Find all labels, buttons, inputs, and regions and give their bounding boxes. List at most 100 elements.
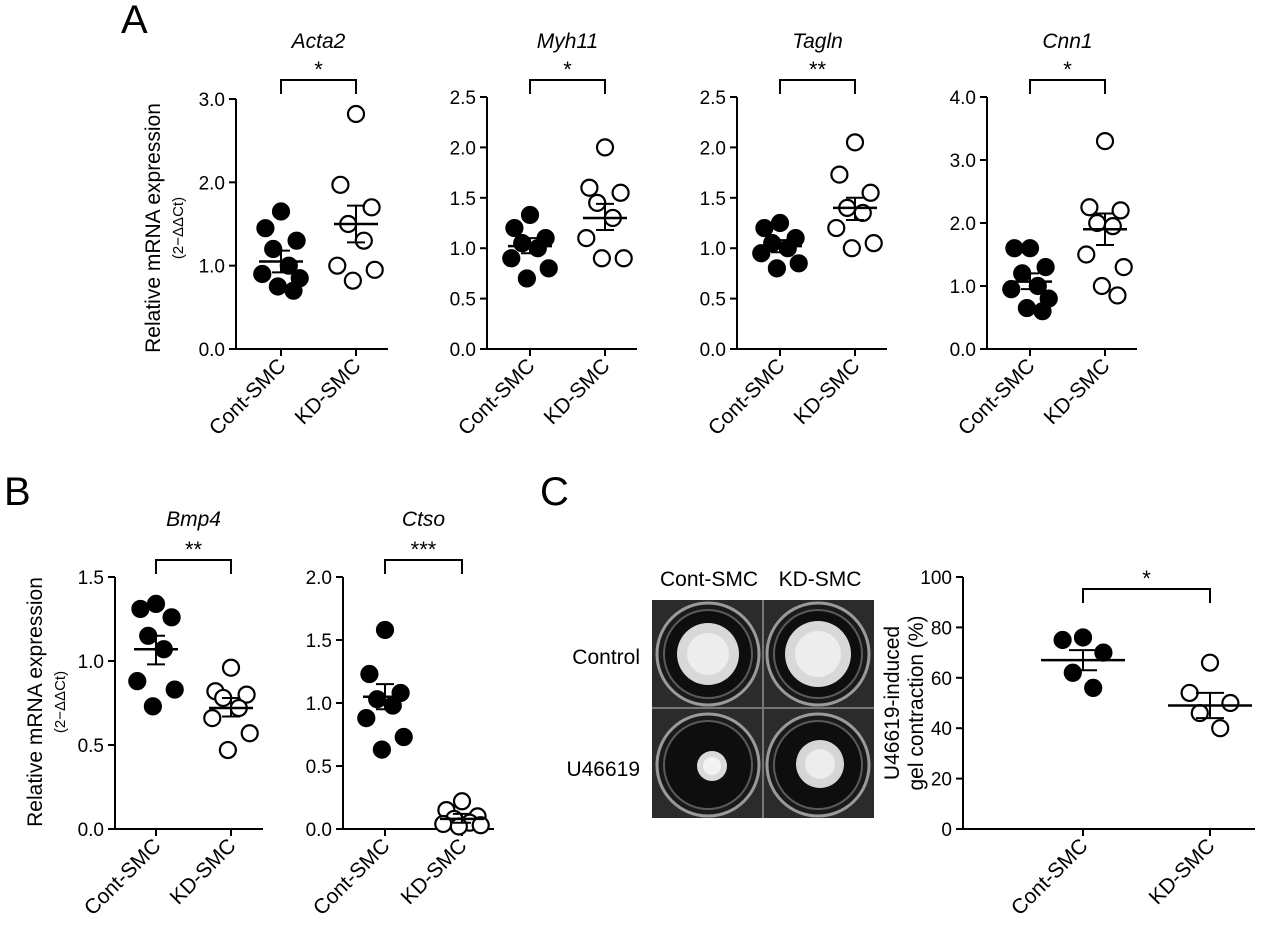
bmp4-ytick-label: 0.5 <box>78 736 104 757</box>
myh11-ytick-label: 1.5 <box>450 189 476 210</box>
myh11-point-kd <box>577 229 596 248</box>
photo-row-label-control: Control <box>572 646 640 669</box>
ctso-point-cont <box>360 664 379 684</box>
cnn1-point-kd <box>1108 286 1127 305</box>
gel-point-cont <box>1053 630 1072 650</box>
ctso-point-kd <box>452 792 472 811</box>
gel-point-kd <box>1200 653 1220 672</box>
acta2-point-kd <box>354 231 373 250</box>
acta2-point-cont <box>256 219 275 238</box>
ctso-point-cont <box>372 740 391 759</box>
cnn1-point-kd <box>1103 217 1122 236</box>
tagln-ytick-label: 2.5 <box>700 88 726 109</box>
bmp4-point-cont <box>131 599 150 619</box>
acta2-ytick-label: 3.0 <box>199 90 225 111</box>
tagln-point-kd <box>861 183 880 202</box>
cnn1-ytick-label: 1.0 <box>950 277 976 298</box>
gel-ylabel: U46619-induced <box>881 626 904 780</box>
myh11-point-kd <box>595 138 615 157</box>
gel-point-cont <box>1084 678 1103 697</box>
cnn1-point-cont <box>1033 302 1052 321</box>
tagln-ytick-label: 1.5 <box>700 189 726 210</box>
bmp4-ytick-label: 1.0 <box>78 652 104 673</box>
bmp4-point-kd <box>240 724 259 743</box>
gel-ytick-label: 20 <box>931 770 952 791</box>
gel-category-label: KD-SMC <box>1145 834 1220 909</box>
bmp4-point-kd <box>203 709 222 728</box>
acta2-category-label: Cont-SMC <box>205 354 291 440</box>
ylabel-expression-a: Relative mRNA expression <box>142 103 165 353</box>
tagln-ytick-label: 0.5 <box>700 290 726 311</box>
gel-ytick-label: 60 <box>931 669 952 690</box>
ctso-point-cont <box>357 709 376 728</box>
photo-col-label-kd: KD-SMC <box>779 568 862 591</box>
well-control-cont <box>655 601 761 707</box>
well-control-kd <box>765 601 871 707</box>
cnn1-ytick-label: 0.0 <box>950 340 976 361</box>
chart-cnn1: 0.0 1.0 2.0 3.0 4.0 Cont-SMC KD-SMC Cnn1 * <box>950 30 1137 440</box>
acta2-point-cont <box>268 277 287 296</box>
well-u46619-kd <box>765 712 871 818</box>
tagln-ytick-label: 0.0 <box>700 340 726 361</box>
gel-ytick-label: 80 <box>931 618 952 639</box>
myh11-point-cont <box>520 205 540 225</box>
tagln-category-label: KD-SMC <box>790 354 865 429</box>
cnn1-point-cont <box>1017 298 1036 318</box>
ctso-point-kd <box>471 816 490 835</box>
bmp4-category-label: KD-SMC <box>166 834 241 909</box>
myh11-point-cont <box>502 249 521 268</box>
myh11-significance-label: * <box>563 57 572 82</box>
myh11-ytick-label: 2.0 <box>450 138 476 159</box>
panel-label-a: A <box>121 0 148 42</box>
myh11-ytick-label: 0.0 <box>450 340 476 361</box>
bmp4-significance-bracket <box>155 559 232 574</box>
ctso-point-cont <box>383 696 402 715</box>
cnn1-title: Cnn1 <box>1042 30 1092 53</box>
ctso-ytick-label: 1.0 <box>306 694 332 715</box>
acta2-ytick-label: 1.0 <box>199 257 225 278</box>
ctso-category-label: KD-SMC <box>397 834 472 909</box>
myh11-point-kd <box>611 183 630 202</box>
gel-ylabel-group: U46619-induced gel contraction (%) <box>881 615 928 790</box>
tagln-point-cont <box>778 239 797 258</box>
ctso-point-cont <box>375 620 395 640</box>
cnn1-point-kd <box>1111 201 1130 220</box>
ctso-significance-bracket <box>384 559 463 574</box>
bmp4-title: Bmp4 <box>166 508 221 531</box>
tagln-point-cont <box>752 244 771 263</box>
bmp4-ytick-label: 0.0 <box>78 820 104 841</box>
gel-significance-label: * <box>1142 566 1151 591</box>
chart-ctso: 0.0 0.5 1.0 1.5 2.0 Cont-SMC KD-SMC Ctso *** <box>306 508 494 920</box>
panel-label-b: B <box>4 470 31 514</box>
myh11-title: Myh11 <box>537 30 598 53</box>
ylabel-expression-sub-b: (2−ΔΔCt) <box>52 671 69 733</box>
gel-point-kd <box>1221 693 1240 713</box>
tagln-significance-label: ** <box>809 57 827 82</box>
acta2-ytick-label: 0.0 <box>199 340 225 361</box>
chart-gel: 0 20 40 60 80 100 Cont-SMC KD-SMC U46619-induced… <box>881 566 1255 920</box>
cnn1-point-cont <box>1002 280 1021 299</box>
ctso-significance-label: *** <box>411 537 437 562</box>
ctso-category-label: Cont-SMC <box>309 834 395 920</box>
cnn1-significance-bracket <box>1029 79 1106 94</box>
gel-ytick-label: 40 <box>931 719 952 740</box>
tagln-point-cont <box>755 218 774 238</box>
chart-myh11: 0.0 0.5 1.0 1.5 2.0 2.5 Cont-SMC KD-SMC Myh11 * <box>450 30 637 440</box>
gel-ytick-label: 100 <box>920 568 952 589</box>
bmp4-ytick-label: 1.5 <box>78 568 104 589</box>
gel-point-cont <box>1094 643 1113 662</box>
acta2-point-kd <box>343 271 362 290</box>
tagln-ytick-label: 1.0 <box>700 239 726 260</box>
myh11-point-kd <box>592 249 611 268</box>
cnn1-point-cont <box>1005 239 1024 258</box>
acta2-ytick-label: 2.0 <box>199 173 225 194</box>
tagln-point-kd <box>827 218 846 238</box>
bmp4-significance-label: ** <box>185 537 203 562</box>
gel-point-cont <box>1073 628 1093 647</box>
acta2-point-cont <box>271 202 291 221</box>
tagln-point-kd <box>845 133 865 152</box>
acta2-point-kd <box>365 260 384 279</box>
myh11-ytick-label: 2.5 <box>450 88 476 109</box>
tagln-point-cont <box>789 254 808 273</box>
myh11-point-cont <box>539 259 558 278</box>
